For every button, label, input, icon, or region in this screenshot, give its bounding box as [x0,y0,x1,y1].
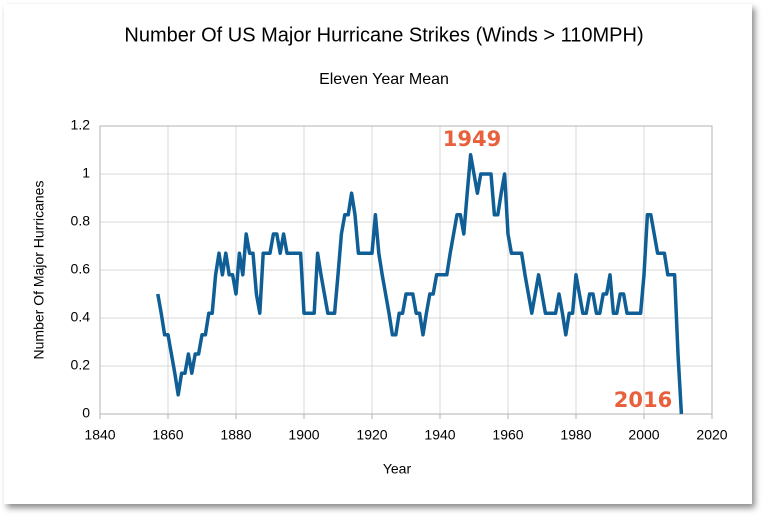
x-axis-label: Year [383,461,412,477]
x-tick-label: 2000 [628,427,659,443]
y-tick-label: 1 [82,165,90,181]
data-line [156,153,684,415]
x-tick-label: 1860 [152,427,183,443]
x-tick-label: 1940 [424,427,455,443]
plot-frame [99,125,713,415]
y-axis-label: Number Of Major Hurricanes [31,181,47,360]
y-tick-label: 0.4 [71,309,91,325]
x-tick-label: 1900 [288,427,319,443]
x-tick-label: 1960 [492,427,523,443]
x-tick-label: 1920 [356,427,387,443]
y-tick-label: 0 [82,405,90,421]
x-tick-label: 1980 [560,427,591,443]
chart-subtitle: Eleven Year Mean [319,71,449,88]
x-tick-label: 1840 [84,427,115,443]
y-tick-label: 1.2 [71,117,91,133]
annotation: 2016 [614,388,672,412]
y-tick-label: 0.6 [71,261,91,277]
y-tick-label: 0.8 [71,213,91,229]
x-tick-label: 1880 [220,427,251,443]
chart-title: Number Of US Major Hurricane Strikes (Wi… [124,24,643,46]
y-tick-label: 0.2 [71,357,91,373]
x-tick-label: 2020 [696,427,727,443]
annotation: 1949 [443,127,501,151]
